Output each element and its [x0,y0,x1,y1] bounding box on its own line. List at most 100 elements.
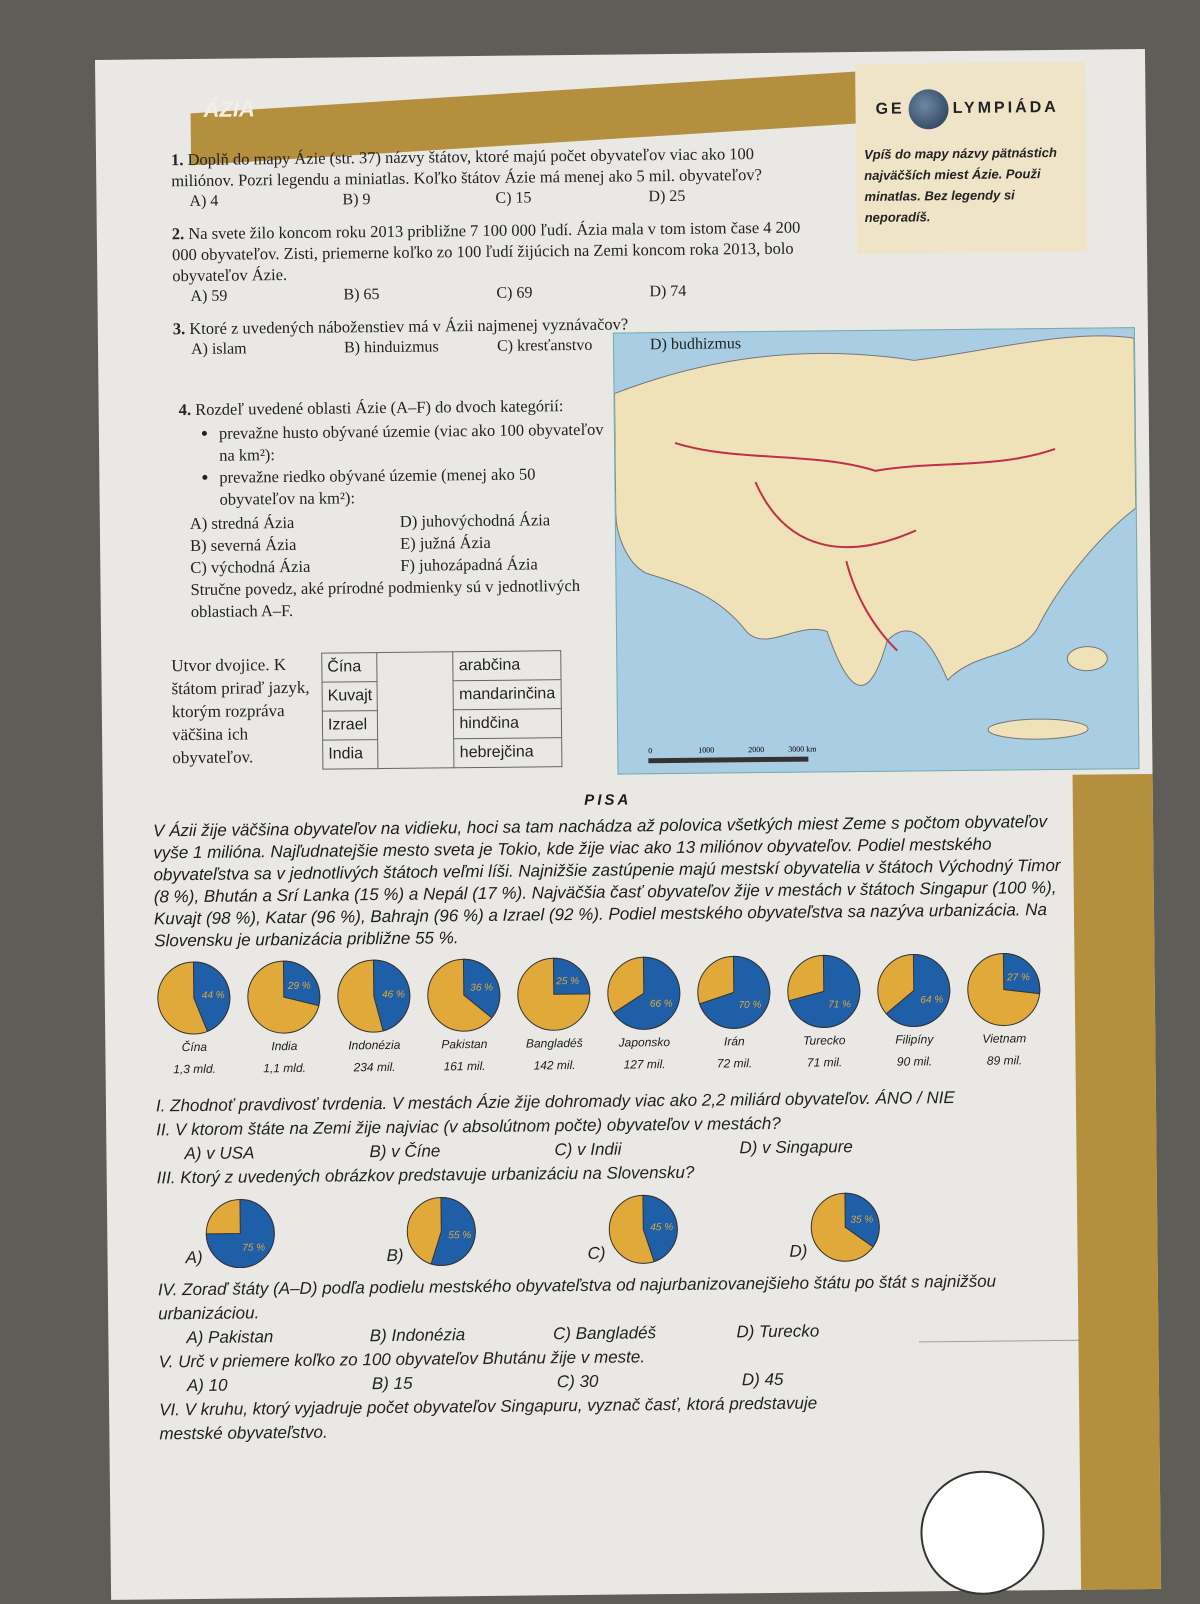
pie-population: 1,1 mld. [263,1060,306,1076]
pairs-table: Čína arabčina Kuvajt mandarinčina Izrael hi… [321,650,562,770]
urban-slice [192,961,231,1033]
side-bar [1072,773,1162,1590]
option-pie[interactable]: B) 55 % [386,1195,478,1268]
map-landmass [614,335,1137,686]
geolympiada-logo: GE LYMPIÁDA [875,88,1085,130]
pie-country: Vietnam [982,1031,1027,1046]
q-text: Ktoré z uvedených náboženstiev má v Ázii… [189,314,629,339]
map-island [987,718,1089,740]
urban-slice [552,957,591,995]
q4-tail: Stručne povedz, aké prírodné podmienky s… [190,575,581,622]
question-2: 2. Na svete žilo koncom roku 2013 pribli… [172,217,803,287]
pie-chart: 25 % Bangladéš 142 mil. [514,956,593,1077]
pie-country: Indonézia [348,1037,401,1053]
option: C) východná Ázia [190,556,311,578]
pie-country: Irán [723,1034,745,1049]
logo-text: GE [875,100,905,118]
pie-chart: 36 % Pakistan 161 mil. [424,957,503,1078]
pie-population: 89 mil. [986,1053,1023,1068]
pie-population: 161 mil. [443,1058,486,1074]
language-cell: arabčina [453,650,561,681]
pie-population: 90 mil. [896,1054,933,1069]
pie-country: Bangladéš [525,1035,583,1051]
urban-slice [1002,953,1041,995]
option: A) 4 [189,192,219,211]
option-pie[interactable]: A) 75 % [185,1197,277,1270]
pie-label: 66 % [650,999,673,1010]
urban-slice [372,959,411,1032]
state-cell: Kuvajt [322,681,378,712]
option: A) 59 [190,287,228,306]
globe-icon [908,89,949,130]
option: B) severná Ázia [189,534,297,556]
pisa-section: PISA V Ázii žije väčšina obyvateľov na v… [153,785,1066,1081]
pie-country: Pakistan [441,1036,488,1052]
pie-label: 44 % [202,990,225,1001]
option-letter: B) [386,1245,404,1266]
option: D) budhizmus [649,335,742,354]
map-scale-label: 3000 km [788,744,817,753]
option-letter: D) [789,1241,808,1261]
language-cell: mandarinčina [453,679,561,710]
option: D) 25 [648,187,686,206]
urbanization-pies: 44 % Čína 1,3 mld. 29 % India 1,1 mld. 46 % Ind… [154,951,1065,1081]
option: A) islam [190,340,247,359]
asia-map: 0 1000 2000 3000 km [612,327,1140,775]
pie-chart: 27 % Vietnam 89 mil. [964,951,1043,1072]
urban-slice [885,953,951,1027]
pie-label: 29 % [287,981,311,992]
q2-options: A) 59 B) 65 C) 69 D) 74 [190,282,802,306]
pie-label: 75 % [242,1243,265,1254]
option: B) v Číne [369,1141,441,1162]
answer-cell[interactable] [377,651,455,769]
answer-line[interactable] [919,1316,1079,1343]
geolympiada-box: GE LYMPIÁDA Vpíš do mapy názvy pätnástich… [855,61,1088,255]
pie-label: 71 % [828,999,851,1010]
option: C) 69 [496,284,533,302]
questions-1-3: 1. Doplň do mapy Ázie (str. 37) názvy št… [171,143,803,360]
option: D) 45 [741,1369,784,1390]
option-pie[interactable]: C) 45 % [587,1193,680,1266]
urban-slice [788,954,861,1028]
option: C) 15 [495,189,532,207]
pie-country: India [271,1038,298,1054]
option: B) hinduizmus [343,338,439,357]
pie-country: Turecko [803,1033,846,1048]
pie-country: Čína [181,1039,208,1055]
pie-label: 46 % [382,989,405,1000]
state-cell: Čína [321,652,378,683]
option-pie[interactable]: D) 35 % [789,1191,882,1264]
q-num: 3. [172,319,186,339]
pie-label: 36 % [470,982,493,993]
q4-options: A) stredná Ázia D) juhovýchodná Ázia B) s… [190,509,611,579]
option: D) Turecko [736,1321,820,1342]
urban-slice [612,956,681,1030]
q1-options: A) 4 B) 9 C) 15 D) 25 [189,187,801,211]
pairs-exercise: Utvor dvojice. K štátom priraď jazyk, kt… [171,650,562,771]
pie-country: Japonsko [618,1035,671,1050]
pairs-instruction: Utvor dvojice. K štátom priraď jazyk, kt… [171,655,310,768]
option: D) juhovýchodná Ázia [399,510,551,531]
option: A) v USA [184,1143,255,1164]
option-letter: A) [185,1247,203,1268]
option: F) juhozápadná Ázia [400,554,538,575]
option: B) 65 [343,286,380,304]
pie-label: 45 % [650,1222,673,1233]
q-text: Na svete žilo koncom roku 2013 približne… [171,217,801,286]
pie-chart: 64 % Filipíny 90 mil. [874,952,953,1073]
option: D) v Singapure [739,1137,853,1158]
pie-label: 25 % [555,976,579,987]
question-1: 1. Doplň do mapy Ázie (str. 37) názvy št… [171,143,801,192]
option: C) v Indii [554,1139,622,1160]
task-6: VI. V kruhu, ktorý vyjadruje počet obyva… [159,1393,818,1444]
option: B) Indonézia [369,1325,466,1346]
task-3-pies: A) 75 % B) 55 % C) 45 % D) 35 % [185,1189,1078,1270]
worksheet-page: ÁZIA GE LYMPIÁDA Vpíš do mapy názvy pätná… [95,49,1162,1600]
pie-population: 72 mil. [716,1056,753,1071]
option: C) Bangladéš [552,1323,657,1344]
category-bullet: prevažne riedko obývané územie (menej ak… [219,463,609,511]
urban-slice [642,1194,678,1263]
logo-text: LYMPIÁDA [952,98,1059,118]
map-scale-label: 2000 [748,745,764,754]
singapore-circle[interactable] [919,1470,1046,1596]
